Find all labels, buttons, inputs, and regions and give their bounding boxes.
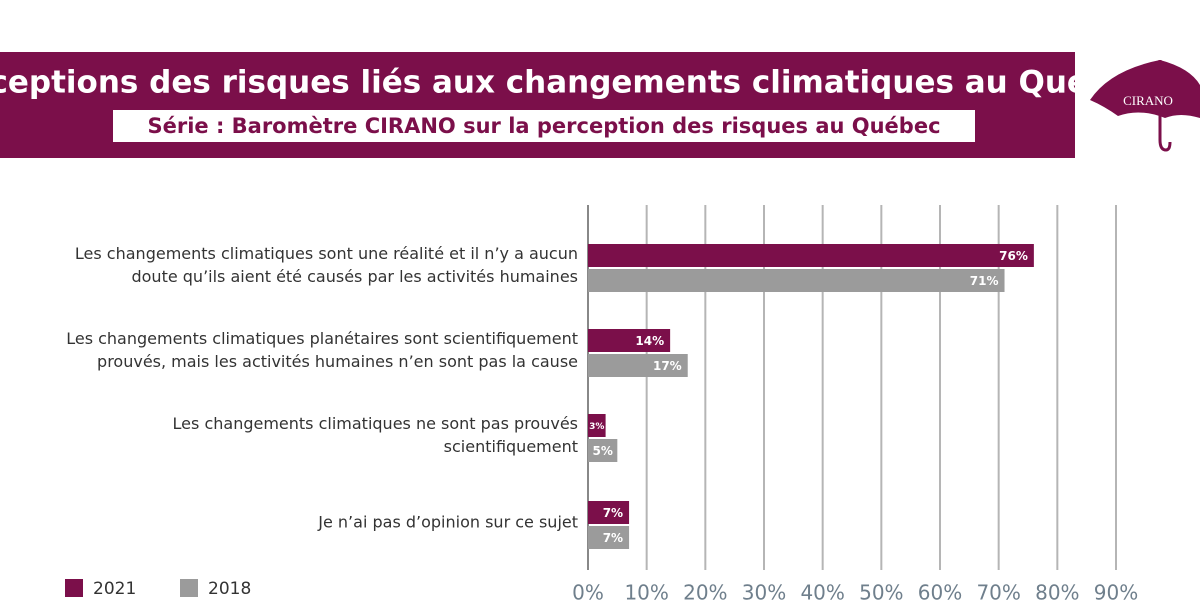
logo-text: CIRANO [1123, 93, 1173, 108]
category-label: Les changements climatiques ne sont pas … [173, 414, 578, 433]
category-label: prouvés, mais les activités humaines n’e… [97, 352, 578, 371]
bar [588, 439, 618, 462]
x-tick-label: 60% [918, 581, 962, 605]
category-label: Les changements climatiques sont une réa… [75, 244, 578, 263]
x-tick-label: 0% [572, 581, 604, 605]
legend-swatch [65, 579, 83, 597]
bar [588, 269, 1005, 292]
subtitle-box [113, 110, 975, 142]
legend-label: 2021 [93, 579, 136, 599]
bar [588, 501, 630, 524]
value-label: 71% [970, 274, 999, 288]
x-tick-label: 40% [800, 581, 844, 605]
x-tick-label: 50% [859, 581, 903, 605]
value-label: 76% [999, 249, 1028, 263]
bar [588, 329, 671, 352]
x-tick-label: 80% [1035, 581, 1079, 605]
umbrella-handle [1158, 60, 1172, 152]
chart-subtitle: Série : Baromètre CIRANO sur la percepti… [147, 114, 940, 138]
x-tick-label: 20% [683, 581, 727, 605]
bar [588, 244, 1034, 267]
umbrella [1090, 60, 1200, 118]
value-label: 7% [603, 506, 623, 520]
x-tick-label: 30% [742, 581, 786, 605]
x-tick-label: 10% [624, 581, 668, 605]
value-label: 17% [653, 359, 682, 373]
chart-title: Perceptions des risques liés aux changem… [0, 65, 1150, 101]
logo: CIRANO [1090, 60, 1200, 152]
category-label: Je n’ai pas d’opinion sur ce sujet [317, 513, 578, 532]
bar [588, 526, 630, 549]
value-label: 14% [635, 334, 664, 348]
bar [588, 354, 688, 377]
category-label: doute qu’ils aient été causés par les ac… [131, 267, 578, 286]
value-label: 5% [592, 444, 612, 458]
category-label: Les changements climatiques planétaires … [66, 329, 578, 348]
value-label: 7% [603, 531, 623, 545]
legend-label: 2018 [208, 579, 251, 599]
category-label: scientifiquement [444, 437, 578, 456]
legend-swatch [180, 579, 198, 597]
bar [588, 414, 606, 437]
x-tick-label: 70% [976, 581, 1020, 605]
x-tick-label: 90% [1094, 581, 1138, 605]
value-label: 3% [589, 422, 604, 432]
